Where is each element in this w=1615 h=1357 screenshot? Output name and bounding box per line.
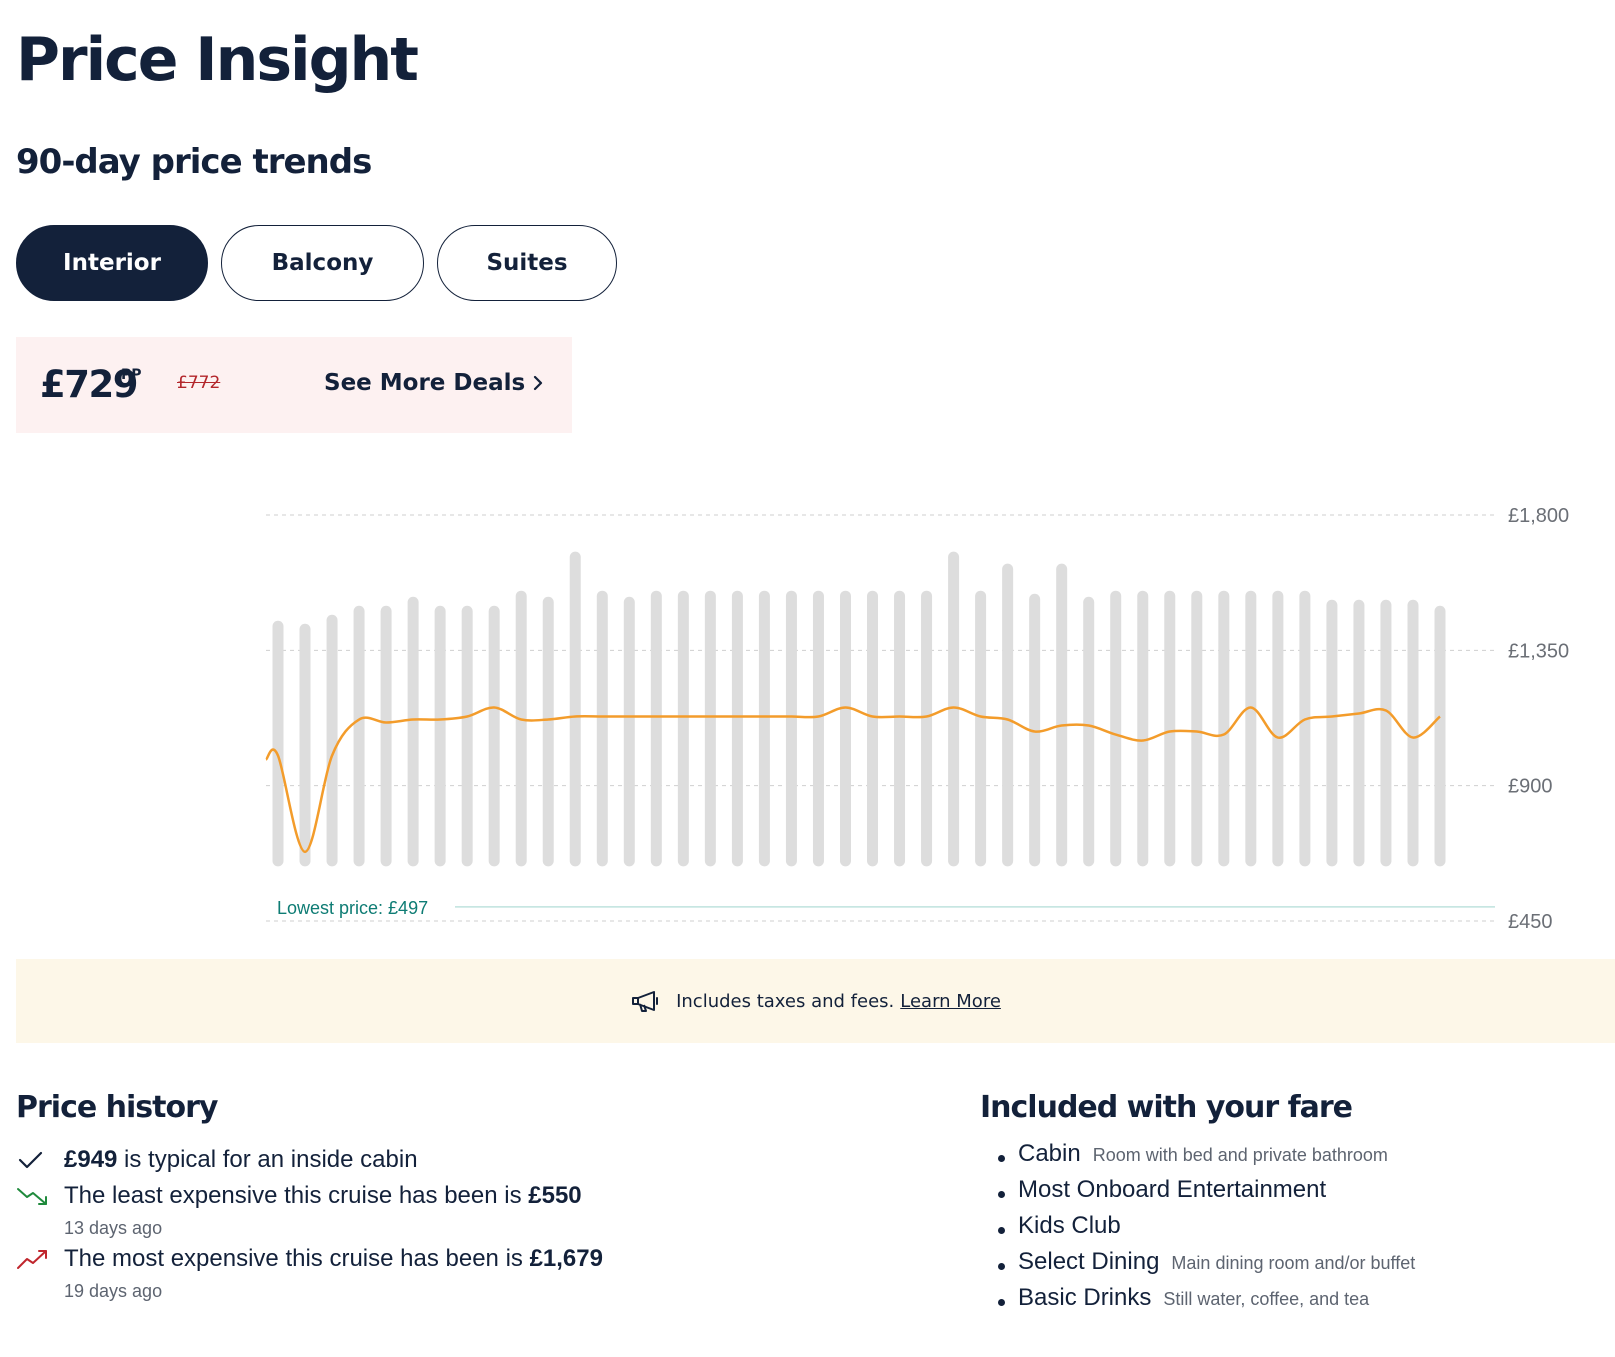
check-icon [18,1151,43,1169]
included-title: Included with your fare [980,1090,1353,1125]
deal-price: £729 [40,363,138,406]
list-item: Kids Club [998,1212,1415,1248]
y-tick-label: £900 [1508,776,1553,798]
item-desc: Still water, coffee, and tea [1163,1289,1370,1309]
most-text: The most expensive this cruise has been … [64,1245,530,1272]
megaphone-icon [632,991,659,1012]
typical-amount: £949 [64,1146,118,1173]
lowest-price-label: Lowest price: £497 [277,898,428,918]
old-price: £772 [177,373,221,393]
item-name: Basic Drinks [1018,1284,1152,1311]
deal-box: £729 PP £772 See More Deals [16,337,572,433]
least-when: 13 days ago [64,1218,163,1238]
item-desc: Room with bed and private bathroom [1092,1145,1388,1165]
most-price-row: The most expensive this cruise has been … [16,1245,603,1273]
included-list: Cabin Room with bed and private bathroom … [998,1140,1415,1320]
item-name: Kids Club [1018,1212,1121,1239]
list-item: Basic Drinks Still water, coffee, and tea [998,1284,1415,1320]
item-desc: Main dining room and/or buffet [1171,1253,1416,1273]
price-history-title: Price history [16,1090,218,1125]
most-when: 19 days ago [64,1281,163,1301]
section-title: 90-day price trends [16,142,372,182]
typical-price-row: £949 is typical for an inside cabin [16,1146,418,1174]
trend-down-icon [17,1188,47,1205]
tab-balcony[interactable]: Balcony [221,225,424,301]
notice-text: Includes taxes and fees. [676,990,895,1012]
y-tick-label: £1,350 [1508,640,1569,662]
chevron-right-icon [534,375,543,391]
price-chart: £1,800 £1,350 £900 £450 Lowest price: £497 [265,505,1569,933]
item-name: Select Dining [1018,1248,1160,1275]
see-more-deals-label: See More Deals [324,370,526,396]
y-tick-label: £1,800 [1508,505,1569,527]
list-item: Cabin Room with bed and private bathroom [998,1140,1415,1176]
least-amount: £550 [528,1182,582,1209]
per-person-label: PP [121,367,142,383]
item-name: Most Onboard Entertainment [1018,1176,1327,1203]
tab-interior[interactable]: Interior [16,225,208,301]
typical-text: is typical for an inside cabin [117,1146,418,1173]
taxes-notice: Includes taxes and fees. Learn More [16,959,1615,1043]
page-title: Price Insight [16,25,419,95]
most-amount: £1,679 [529,1245,603,1272]
least-price-row: The least expensive this cruise has been… [16,1182,582,1210]
see-more-deals-link[interactable]: See More Deals [324,370,543,396]
trend-up-icon [17,1250,47,1269]
tab-suites[interactable]: Suites [437,225,617,301]
learn-more-link[interactable]: Learn More [900,990,1001,1012]
item-name: Cabin [1018,1140,1081,1167]
y-tick-label: £450 [1508,911,1553,933]
price-line [265,706,1441,854]
list-item: Most Onboard Entertainment [998,1176,1415,1212]
least-text: The least expensive this cruise has been… [64,1182,529,1209]
list-item: Select Dining Main dining room and/or buf… [998,1248,1415,1284]
